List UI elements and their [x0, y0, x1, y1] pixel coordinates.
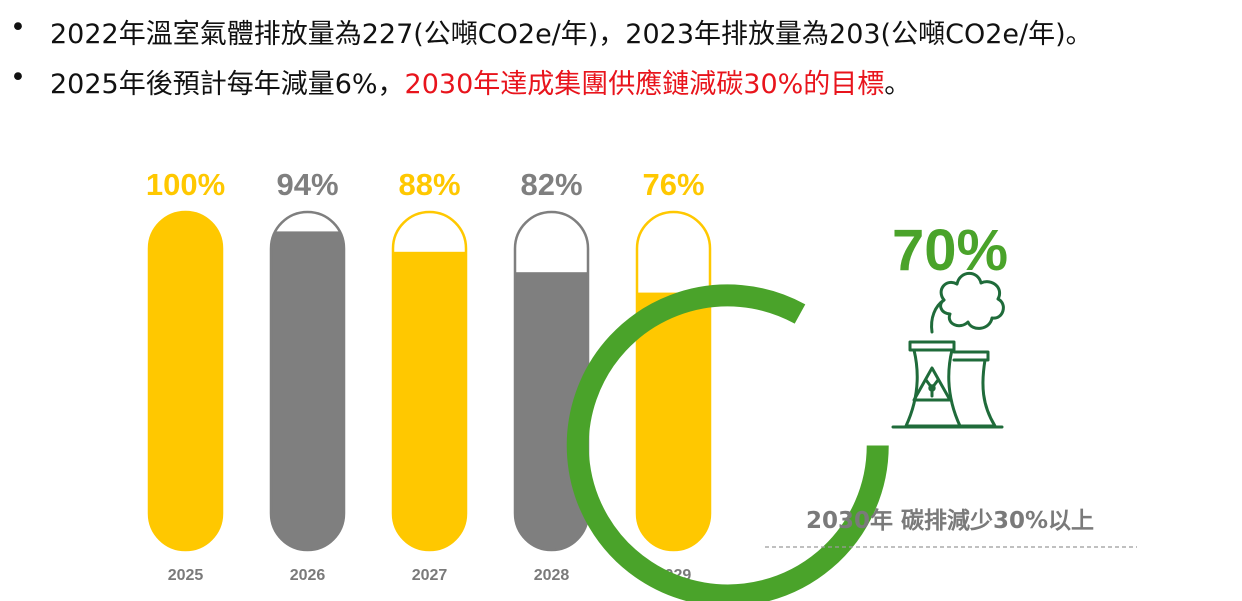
bullet-suffix: 。: [884, 69, 912, 100]
bar-outline: [635, 210, 712, 552]
bar-2027: 88% 2027: [391, 167, 468, 584]
target-panel: 70% 2030年 碳排減少30%以上: [566, 218, 1137, 601]
bar-outline: [391, 210, 468, 552]
bar-2029: 76%2029: [635, 167, 712, 584]
bar-value-label: 88%: [398, 167, 460, 202]
bar-category-label: 2026: [290, 567, 326, 584]
bullet-dot: •: [10, 12, 26, 43]
bullet-main-text: 2022年溫室氣體排放量為227(公噸CO2e/年)，2023年排放量為203(…: [50, 19, 1093, 50]
bar-outline: [147, 210, 224, 552]
bar-value-label: 82%: [520, 167, 582, 202]
bullet-text: 2025年後預計每年減量6%，2030年達成集團供應鏈減碳30%的目標。: [50, 62, 911, 101]
factory-emissions-icon: [891, 271, 1005, 429]
bullet-line-1: • 2022年溫室氣體排放量為227(公噸CO2e/年)，2023年排放量為20…: [0, 6, 1242, 56]
bar-category-label: 2025: [168, 567, 204, 584]
target-caption: 2030年 碳排減少30%以上: [806, 507, 1094, 534]
target-value-label: 70%: [892, 218, 1008, 283]
bar-2026: 94% 2026: [269, 167, 346, 584]
bar-value-label: 100%: [146, 167, 225, 202]
bullet-list: • 2022年溫室氣體排放量為227(公噸CO2e/年)，2023年排放量為20…: [0, 6, 1242, 106]
bar-category-label: 2027: [412, 567, 448, 584]
bar-value-label: 76%: [642, 167, 704, 202]
bullet-line-2: • 2025年後預計每年減量6%，2030年達成集團供應鏈減碳30%的目標。: [0, 56, 1242, 106]
bar-category-label: 2028: [534, 567, 570, 584]
bullet-main-text: 2025年後預計每年減量6%，: [50, 69, 405, 100]
bullet-highlight-text: 2030年達成集團供應鏈減碳30%的目標: [404, 69, 885, 100]
target-progress-ring: [566, 284, 889, 601]
bar-chart: 100% 2025 94% 2026 88% 2027 82% 2028 76%2029: [146, 167, 712, 584]
bar-value-label: 94%: [276, 167, 338, 202]
bullet-text: 2022年溫室氣體排放量為227(公噸CO2e/年)，2023年排放量為203(…: [50, 12, 1093, 51]
bar-2028: 82% 2028: [513, 167, 590, 584]
bar-fill: [270, 231, 345, 551]
bar-outline: [269, 210, 346, 552]
bar-2025: 100% 2025: [146, 167, 225, 584]
bar-fill: [148, 211, 223, 551]
bullet-dot: •: [10, 62, 26, 93]
bar-fill: [392, 251, 467, 551]
bar-fill: [636, 292, 711, 551]
